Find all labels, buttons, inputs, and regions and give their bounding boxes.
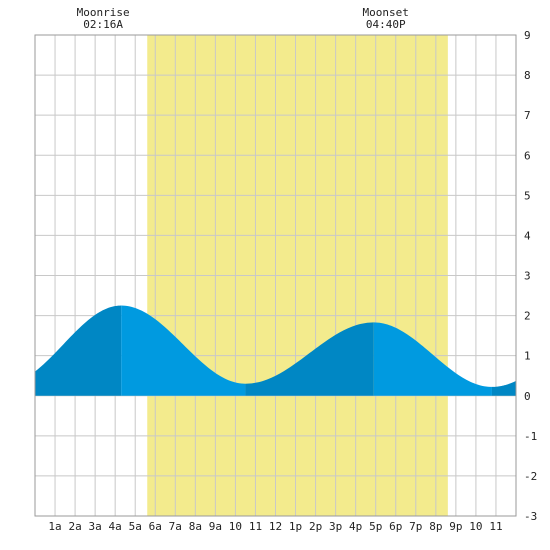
x-tick-label: 1a [48, 520, 61, 533]
x-tick-label: 10 [469, 520, 482, 533]
x-tick-label: 6p [389, 520, 402, 533]
y-tick-label: 2 [524, 310, 531, 323]
x-tick-label: 8a [189, 520, 202, 533]
y-tick-label: 4 [524, 229, 531, 242]
tide-area-rising [35, 305, 122, 396]
y-tick-label: 6 [524, 149, 531, 162]
y-tick-label: 3 [524, 270, 531, 283]
x-tick-label: 10 [229, 520, 242, 533]
x-tick-label: 2a [68, 520, 81, 533]
y-tick-label: -1 [524, 430, 537, 443]
moonset-label: Moonset [363, 6, 409, 19]
y-tick-label: -3 [524, 510, 537, 523]
y-tick-label: 7 [524, 109, 531, 122]
y-tick-label: 1 [524, 350, 531, 363]
x-tick-label: 12 [269, 520, 282, 533]
tide-area-rising [245, 322, 374, 396]
x-tick-label: 4p [349, 520, 362, 533]
x-tick-label: 9a [209, 520, 222, 533]
moonset-time: 04:40P [366, 18, 406, 31]
x-tick-label: 1p [289, 520, 302, 533]
tide-area-falling [373, 322, 492, 396]
moonrise-time: 02:16A [83, 18, 123, 31]
moonrise-label: Moonrise [77, 6, 130, 19]
x-tick-label: 6a [149, 520, 162, 533]
y-tick-label: 9 [524, 29, 531, 42]
x-tick-label: 7a [169, 520, 182, 533]
x-tick-label: 3a [89, 520, 102, 533]
x-tick-label: 7p [409, 520, 422, 533]
x-tick-label: 3p [329, 520, 342, 533]
x-tick-label: 11 [489, 520, 502, 533]
x-tick-label: 2p [309, 520, 322, 533]
x-tick-label: 5a [129, 520, 142, 533]
x-tick-label: 4a [109, 520, 122, 533]
y-tick-label: -2 [524, 470, 537, 483]
y-tick-label: 0 [524, 390, 531, 403]
y-tick-label: 5 [524, 189, 531, 202]
plot-border [34, 34, 517, 517]
x-tick-label: 9p [449, 520, 462, 533]
tide-area-rising [491, 380, 516, 396]
y-tick-label: 8 [524, 69, 531, 82]
x-tick-label: 11 [249, 520, 262, 533]
x-tick-label: 8p [429, 520, 442, 533]
tide-area-falling [121, 305, 246, 396]
x-tick-label: 5p [369, 520, 382, 533]
